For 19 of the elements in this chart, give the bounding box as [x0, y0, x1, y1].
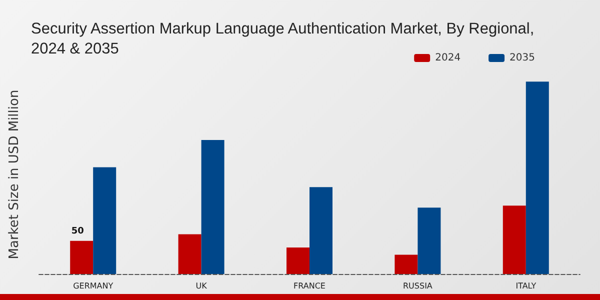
bar	[201, 140, 224, 274]
legend-label: 2024	[435, 52, 461, 64]
x-tick-label: ITALY	[516, 282, 536, 290]
bar	[502, 206, 526, 274]
bar	[178, 234, 202, 274]
bar	[394, 254, 418, 274]
x-tick-label: FRANCE	[294, 282, 326, 290]
bar	[286, 247, 310, 274]
bar	[526, 82, 549, 274]
bar	[93, 167, 116, 274]
bar	[310, 187, 332, 274]
bar	[418, 208, 441, 274]
x-tick-label: RUSSIA	[402, 282, 433, 290]
data-label: 50	[71, 226, 84, 236]
x-tick-label: GERMANY	[73, 282, 114, 290]
bar	[70, 240, 94, 274]
y-axis-title: Market Size in USD Million	[7, 90, 22, 260]
legend-label: 2035	[510, 52, 536, 64]
x-tick-label: UK	[196, 282, 208, 290]
